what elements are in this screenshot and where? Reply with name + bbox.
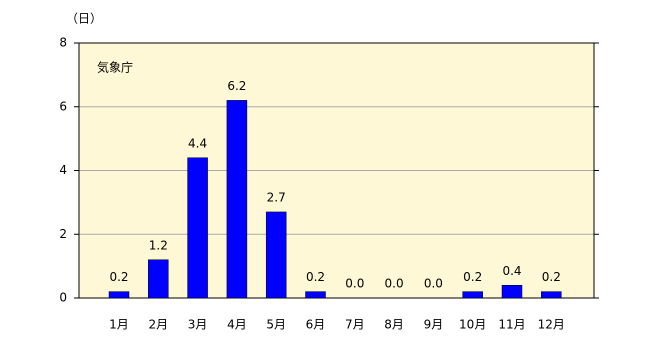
x-tick-label: 5月	[266, 318, 286, 332]
annotation: 気象庁	[97, 60, 133, 75]
y-tick-label: 4	[59, 163, 67, 177]
value-label: 2.7	[267, 190, 286, 204]
value-label: 4.4	[188, 136, 207, 150]
x-tick-label: 10月	[459, 318, 486, 332]
y-tick-label: 6	[59, 99, 67, 113]
bar	[187, 157, 208, 299]
x-tick-label: 1月	[109, 318, 129, 332]
bar	[148, 259, 169, 299]
x-tick-label: 4月	[227, 318, 247, 332]
value-label: 6.2	[227, 79, 246, 93]
value-label: 0.0	[385, 277, 404, 291]
bar	[108, 291, 130, 299]
value-label: 0.0	[345, 277, 364, 291]
x-tick-label: 12月	[538, 318, 565, 332]
value-label: 0.2	[109, 270, 128, 284]
y-unit-label: （日）	[66, 12, 102, 26]
x-tick-label: 11月	[498, 318, 525, 332]
x-tick-label: 3月	[188, 318, 208, 332]
bar	[226, 100, 248, 299]
x-tick-label: 2月	[148, 318, 168, 332]
y-tick-label: 8	[59, 36, 67, 50]
value-label: 0.2	[542, 270, 561, 284]
value-label: 0.2	[306, 270, 325, 284]
value-label: 1.2	[149, 238, 168, 252]
bar	[501, 285, 523, 299]
plot-frame	[78, 42, 595, 299]
x-tick-label: 8月	[384, 318, 404, 332]
y-tick-label: 2	[59, 227, 67, 241]
x-tick-label: 6月	[306, 318, 326, 332]
x-tick-label: 7月	[345, 318, 365, 332]
value-label: 0.2	[463, 270, 482, 284]
bar	[462, 291, 483, 299]
x-tick-label: 9月	[424, 318, 444, 332]
bar	[305, 291, 326, 299]
value-label: 0.4	[502, 264, 521, 278]
bar	[541, 291, 562, 299]
value-label: 0.0	[424, 277, 443, 291]
bar	[265, 211, 287, 299]
y-tick-label: 0	[59, 291, 67, 305]
